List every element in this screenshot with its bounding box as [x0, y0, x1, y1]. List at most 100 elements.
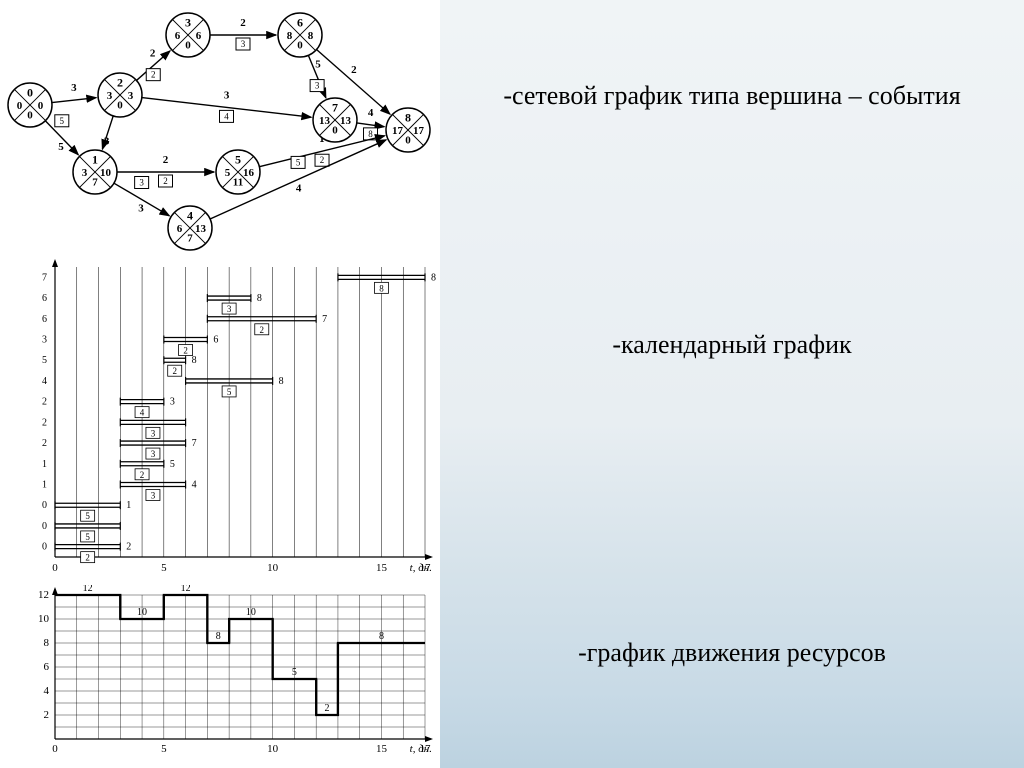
svg-text:13: 13	[340, 115, 352, 127]
svg-text:7: 7	[322, 314, 327, 325]
svg-text:2: 2	[163, 154, 169, 166]
svg-text:0: 0	[117, 100, 123, 112]
svg-text:5: 5	[235, 153, 241, 167]
svg-text:0: 0	[405, 135, 411, 147]
svg-text:3: 3	[82, 167, 88, 179]
svg-text:t, дн.: t, дн.	[410, 562, 432, 574]
svg-text:12: 12	[38, 589, 49, 601]
svg-text:10: 10	[38, 613, 50, 625]
svg-text:5: 5	[315, 59, 321, 71]
svg-text:0: 0	[52, 743, 58, 755]
svg-text:4: 4	[44, 685, 50, 697]
svg-text:16: 16	[243, 167, 255, 179]
svg-text:0: 0	[42, 500, 47, 511]
svg-text:5: 5	[161, 562, 167, 574]
figures-column: 3552234323532482233124500002330366068807…	[0, 0, 440, 768]
svg-text:6: 6	[297, 16, 303, 30]
svg-text:2: 2	[85, 553, 90, 563]
svg-text:6: 6	[42, 314, 47, 325]
svg-text:1: 1	[126, 500, 131, 511]
svg-text:5: 5	[60, 116, 65, 126]
svg-text:4: 4	[368, 107, 374, 119]
svg-text:8: 8	[379, 631, 384, 642]
svg-text:3: 3	[185, 16, 191, 30]
svg-text:6: 6	[42, 293, 47, 304]
svg-text:13: 13	[319, 115, 331, 127]
svg-text:4: 4	[296, 182, 302, 194]
svg-text:7: 7	[332, 101, 338, 115]
svg-text:1: 1	[42, 459, 47, 470]
svg-text:5: 5	[85, 532, 90, 542]
svg-text:2: 2	[260, 325, 265, 335]
svg-text:8: 8	[44, 637, 50, 649]
svg-text:2: 2	[44, 709, 50, 721]
svg-text:0: 0	[27, 110, 33, 122]
svg-text:5: 5	[292, 667, 297, 678]
svg-text:7: 7	[92, 177, 98, 189]
svg-text:10: 10	[100, 167, 112, 179]
svg-text:2: 2	[140, 470, 145, 480]
svg-text:8: 8	[368, 129, 373, 139]
svg-text:15: 15	[376, 562, 388, 574]
svg-text:3: 3	[104, 136, 110, 148]
svg-text:0: 0	[185, 40, 191, 52]
svg-text:0: 0	[38, 100, 44, 112]
svg-text:3: 3	[71, 82, 77, 94]
svg-text:2: 2	[151, 70, 156, 80]
svg-text:4: 4	[224, 111, 229, 121]
svg-text:6: 6	[177, 223, 183, 235]
captions-column: -сетевой график типа вершина – события -…	[440, 0, 1024, 768]
svg-text:2: 2	[351, 64, 357, 76]
svg-text:2: 2	[183, 346, 188, 356]
svg-text:6: 6	[44, 661, 50, 673]
resource-chart: 0510151724681012t, дн.121012810528	[0, 585, 440, 765]
slide: 3552234323532482233124500002330366068807…	[0, 0, 1024, 768]
svg-text:3: 3	[128, 90, 134, 102]
svg-text:5: 5	[227, 387, 232, 397]
svg-text:10: 10	[267, 743, 279, 755]
svg-text:4: 4	[187, 209, 193, 223]
svg-text:3: 3	[151, 428, 156, 438]
svg-text:5: 5	[161, 743, 167, 755]
svg-text:8: 8	[257, 293, 262, 304]
svg-text:0: 0	[42, 521, 47, 532]
svg-text:3: 3	[151, 491, 156, 501]
svg-text:2: 2	[150, 48, 156, 60]
svg-text:3: 3	[151, 449, 156, 459]
svg-text:5: 5	[85, 511, 90, 521]
svg-text:17: 17	[413, 125, 425, 137]
svg-text:13: 13	[195, 223, 207, 235]
svg-text:17: 17	[392, 125, 404, 137]
svg-text:12: 12	[83, 585, 93, 594]
svg-text:3: 3	[224, 89, 230, 101]
svg-text:3: 3	[170, 397, 175, 408]
svg-text:2: 2	[240, 17, 246, 29]
svg-text:11: 11	[233, 177, 243, 189]
svg-text:3: 3	[315, 81, 320, 91]
svg-text:1: 1	[92, 153, 98, 167]
svg-text:5: 5	[170, 459, 175, 470]
svg-text:4: 4	[42, 376, 47, 387]
svg-text:1: 1	[42, 480, 47, 491]
svg-text:3: 3	[42, 335, 47, 346]
svg-text:12: 12	[181, 585, 191, 594]
svg-text:4: 4	[192, 480, 197, 491]
svg-text:5: 5	[225, 167, 231, 179]
svg-text:0: 0	[52, 562, 58, 574]
svg-text:3: 3	[227, 304, 232, 314]
svg-text:0: 0	[332, 125, 338, 137]
caption-resources: -график движения ресурсов	[440, 638, 1024, 668]
svg-text:8: 8	[216, 631, 221, 642]
svg-text:4: 4	[140, 408, 145, 418]
svg-text:7: 7	[187, 233, 193, 245]
svg-text:6: 6	[213, 335, 218, 346]
svg-text:15: 15	[376, 743, 388, 755]
svg-text:2: 2	[172, 366, 177, 376]
svg-text:5: 5	[58, 141, 64, 153]
svg-text:8: 8	[287, 30, 293, 42]
svg-text:5: 5	[42, 355, 47, 366]
svg-text:3: 3	[107, 90, 113, 102]
svg-text:2: 2	[42, 438, 47, 449]
svg-text:8: 8	[308, 30, 314, 42]
svg-text:8: 8	[431, 272, 436, 283]
